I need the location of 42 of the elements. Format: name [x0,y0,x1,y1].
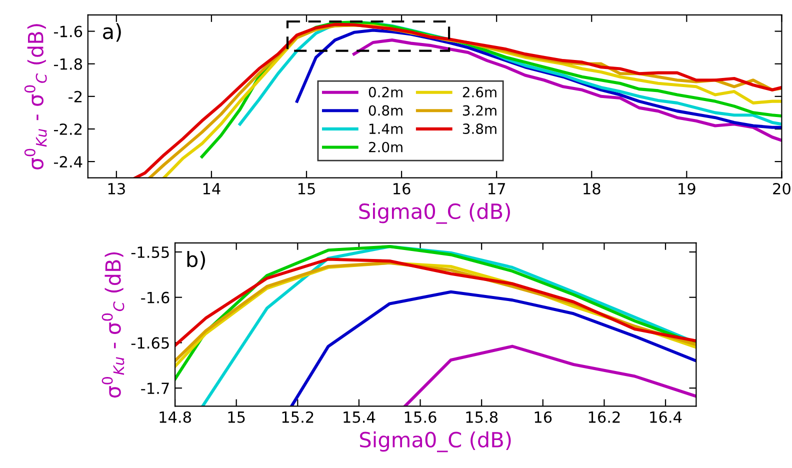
line-series [403,344,696,406]
legend-label: 2.6m [462,86,496,98]
x-tick-label: 16.2 [588,411,620,423]
y-tick-label: -1.6 [141,292,170,304]
legend-label: 0.2m [368,86,402,98]
x-tick-label: 14.8 [160,411,191,423]
x-tick-label: 20 [773,182,790,195]
line-series [352,38,782,142]
x-tick-label: 15.6 [404,411,436,423]
x-tick-label: 15.4 [344,412,376,423]
x-axis-title: Sigma0_C (dB) [360,431,511,452]
x-tick-label: 16 [534,411,552,423]
y-tick-label: -2 [68,90,82,102]
x-tick-label: 16 [394,182,410,195]
y-tick-label: -1.8 [54,58,82,70]
legend-label: 3.8m [462,124,496,134]
annotation: b) [187,251,206,270]
x-tick-label: 15.2 [282,411,314,423]
legend-label: 3.2m [462,105,496,116]
y-tick-label: -2.4 [54,156,82,168]
x-tick-label: 13 [108,182,125,195]
x-tick-label: 15 [228,412,245,423]
x-tick-label: 16.4 [650,411,682,423]
line-series [290,290,696,406]
y-axis-title: σ$^{0}$$_{Ku}$ - σ$^{0}$$_{C}$ (dB) [24,24,47,170]
x-tick-label: 19 [678,182,696,195]
y-tick-label: -1.6 [54,26,82,38]
y-tick-label: -1.65 [131,337,169,349]
x-axis-title: Sigma0_C (dB) [359,203,510,224]
x-tick-label: 15.8 [466,411,498,423]
x-tick-label: 15 [298,183,315,195]
legend-label: 2.0m [368,142,402,152]
y-tick-label: -2.2 [54,123,82,135]
x-tick-label: 18 [584,182,600,195]
y-axis-title: σ$^{0}$$_{Ku}$ - σ$^{0}$$_{C}$ (dB) [102,252,124,398]
annotation: a) [103,23,121,42]
y-tick-label: -1.55 [131,246,169,258]
x-tick-label: 17 [488,183,505,194]
y-tick-label: -1.7 [141,382,169,394]
x-tick-label: 14 [203,183,220,194]
legend-label: 1.4m [369,124,402,134]
legend-label: 0.8m [368,105,402,116]
